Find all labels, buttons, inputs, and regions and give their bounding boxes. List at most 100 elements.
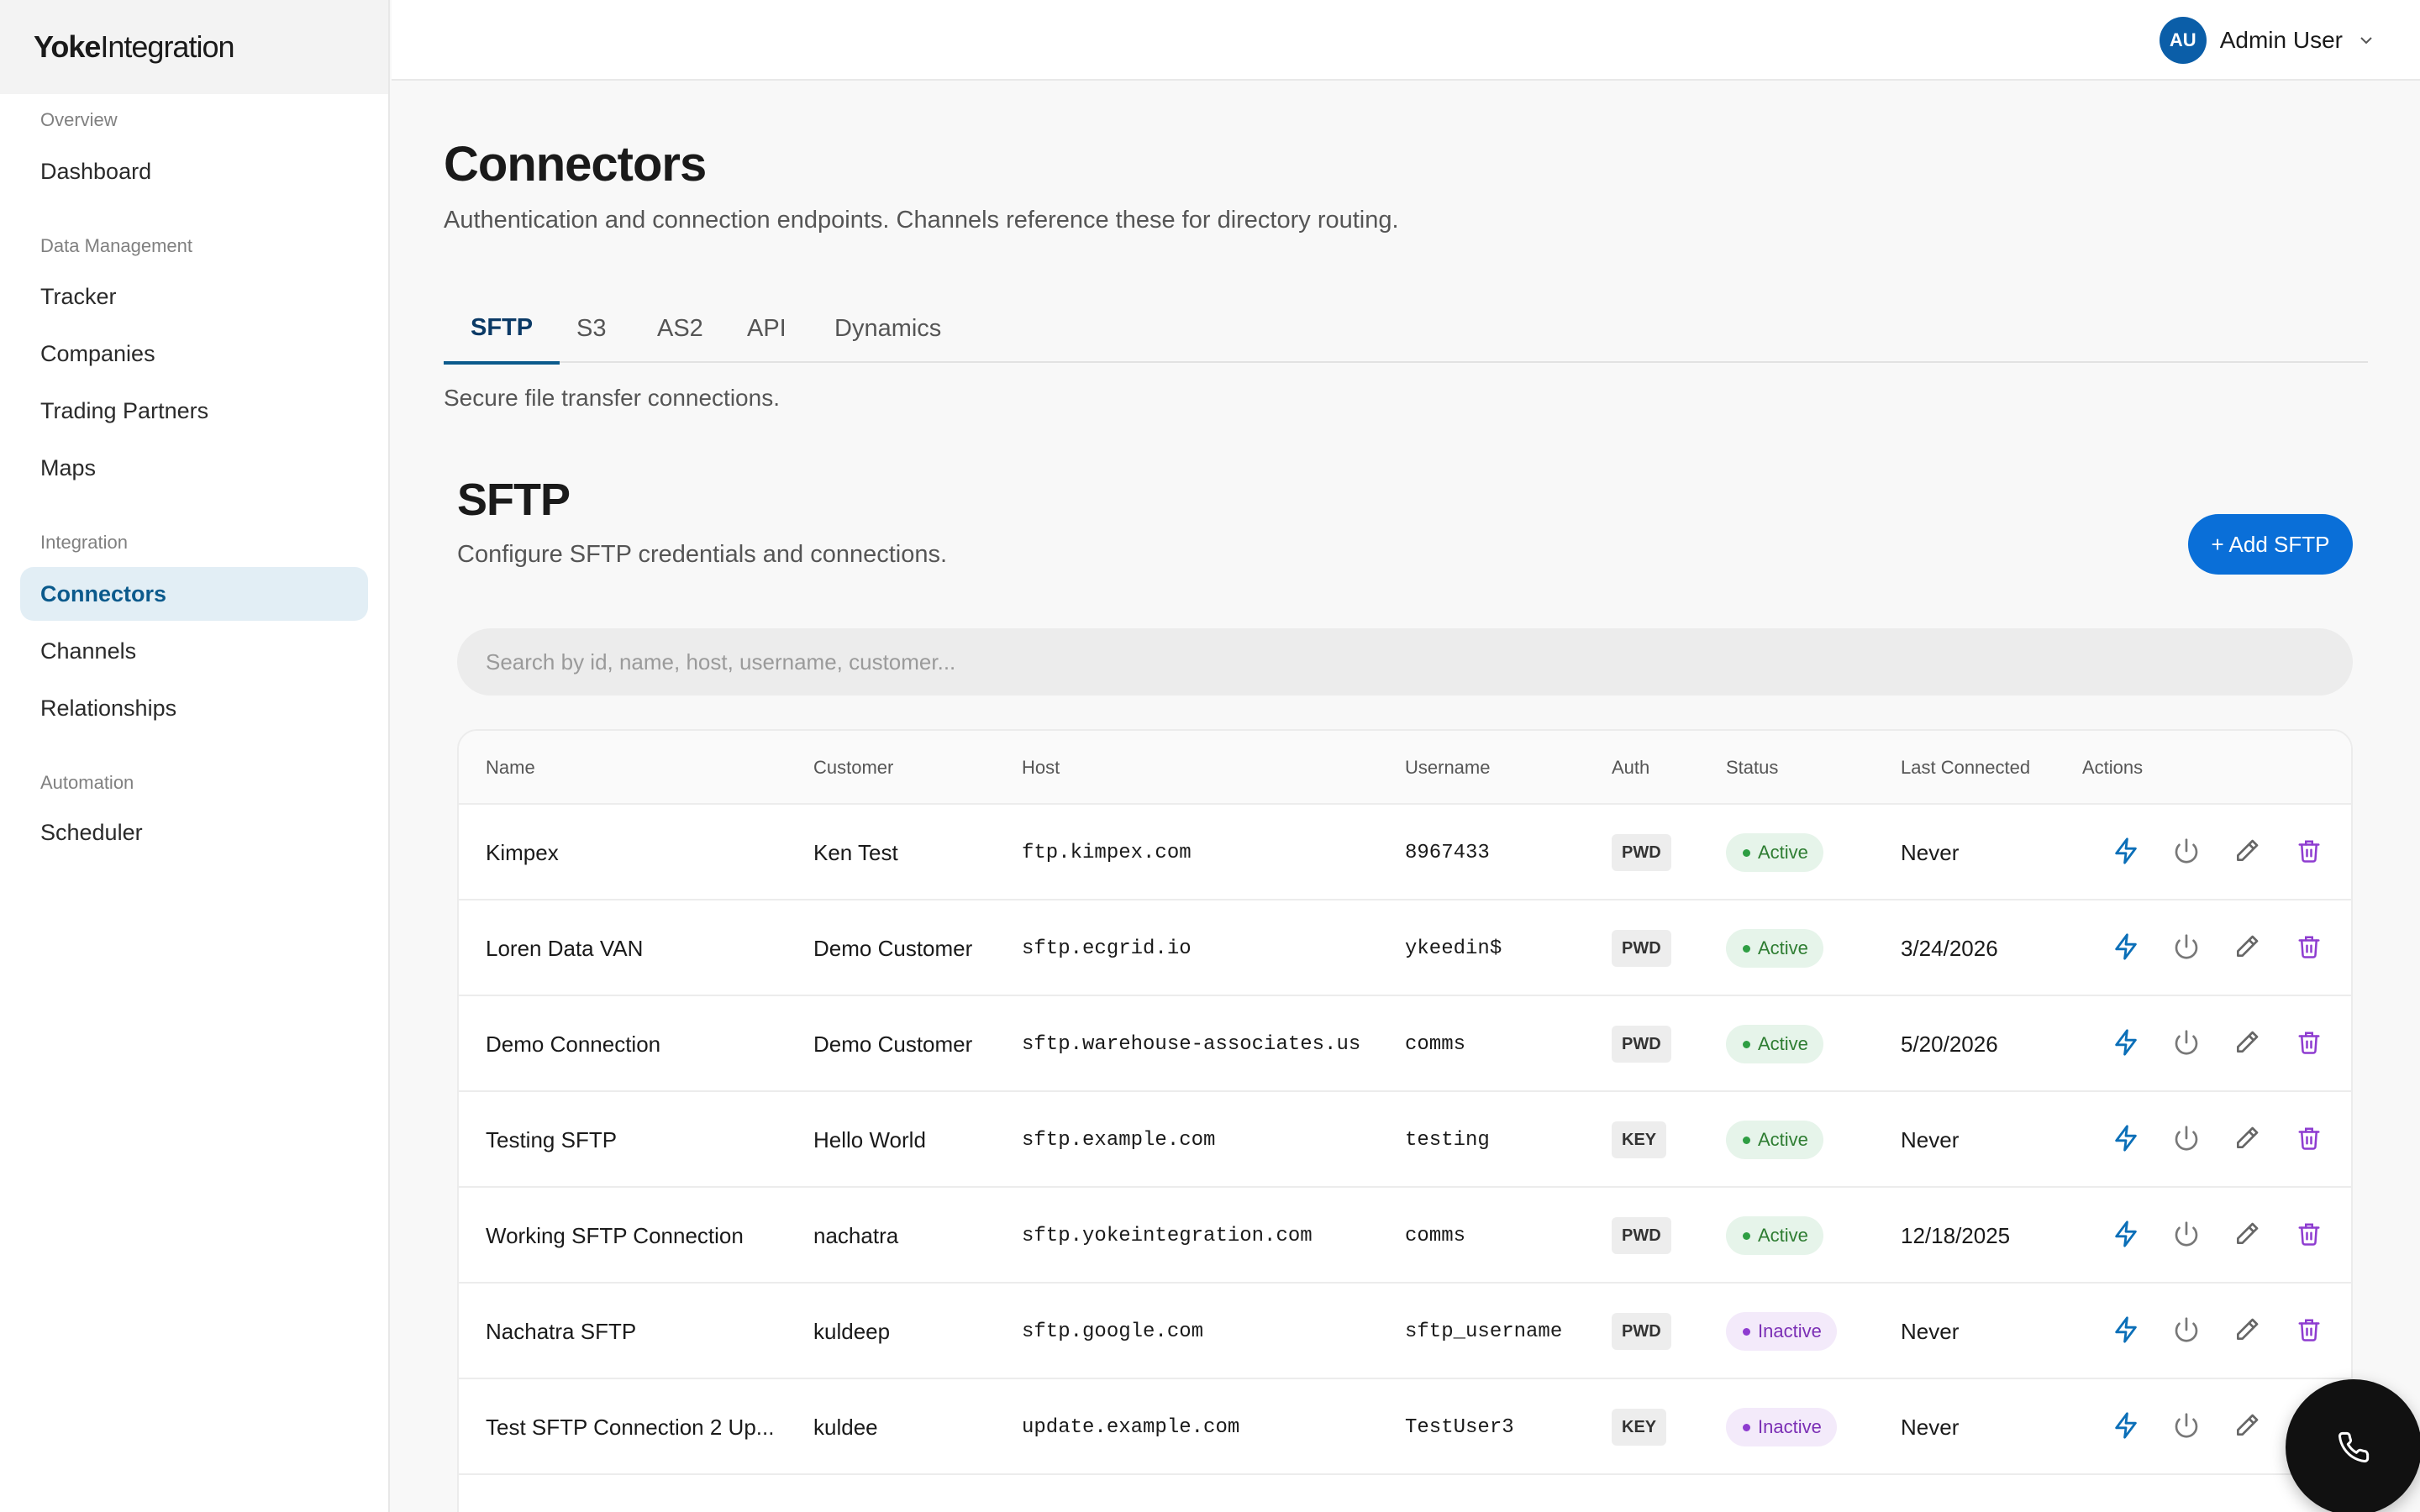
- brand-bold: Yoke: [34, 29, 101, 64]
- toggle-status-button[interactable]: [2168, 1121, 2205, 1158]
- test-connection-button[interactable]: [2107, 1313, 2144, 1350]
- cell-username: comms: [1405, 1032, 1466, 1056]
- table-header: Name Customer Host Username Auth Status …: [459, 731, 2351, 805]
- edit-button[interactable]: [2228, 1026, 2265, 1063]
- cell-customer: Demo Customer: [813, 1031, 973, 1057]
- header-last-connected[interactable]: Last Connected: [1901, 757, 2031, 778]
- toggle-status-button[interactable]: [2168, 1313, 2205, 1350]
- test-connection-button[interactable]: [2107, 1026, 2144, 1063]
- nav-section-data-management: Data Management: [40, 235, 192, 256]
- table-row[interactable]: Testing SFTP Hello World sftp.example.com t…: [459, 1092, 2351, 1188]
- trash-icon: [2296, 1126, 2322, 1155]
- delete-button[interactable]: [2291, 1313, 2328, 1350]
- user-menu[interactable]: AU Admin User: [2159, 17, 2376, 64]
- sidebar-item-tracker[interactable]: Tracker: [40, 283, 117, 309]
- call-fab-button[interactable]: [2286, 1379, 2420, 1512]
- cell-name: Testing SFTP: [486, 1126, 618, 1152]
- tab-sftp[interactable]: SFTP: [444, 294, 560, 365]
- cell-last_connected: Never: [1901, 1126, 1960, 1152]
- cell-host: ftp.kimpex.com: [1022, 841, 1192, 864]
- sidebar-item-scheduler[interactable]: Scheduler: [40, 819, 143, 845]
- sidebar-item-trading-partners[interactable]: Trading Partners: [40, 397, 209, 423]
- header-status[interactable]: Status: [1726, 757, 1779, 778]
- toggle-status-button[interactable]: [2168, 1409, 2205, 1446]
- header-host[interactable]: Host: [1022, 757, 1060, 778]
- tab-api[interactable]: API: [747, 314, 786, 342]
- trash-icon: [2296, 1317, 2322, 1347]
- header-customer[interactable]: Customer: [813, 757, 894, 778]
- sidebar-item-relationships[interactable]: Relationships: [40, 695, 177, 721]
- edit-button[interactable]: [2228, 834, 2265, 871]
- table-row[interactable]: Nachatra SFTP kuldeep sftp.google.com sftp_…: [459, 1284, 2351, 1379]
- delete-button[interactable]: [2291, 930, 2328, 967]
- table-row[interactable]: Test SFTP Connection 2 Up... kuldee update…: [459, 1379, 2351, 1475]
- table-row[interactable]: Demo Connection Demo Customer sftp.warehou…: [459, 996, 2351, 1092]
- sidebar-item-maps[interactable]: Maps: [40, 454, 97, 480]
- delete-button[interactable]: [2291, 834, 2328, 871]
- edit-button[interactable]: [2228, 1121, 2265, 1158]
- cell-auth: PWD: [1612, 805, 1671, 900]
- sidebar-item-channels[interactable]: Channels: [40, 638, 137, 664]
- cell-auth: KEY: [1612, 1379, 1667, 1475]
- bolt-icon: [2112, 932, 2140, 965]
- test-connection-button[interactable]: [2107, 834, 2144, 871]
- edit-button[interactable]: [2228, 1217, 2265, 1254]
- pencil-icon: [2233, 837, 2260, 869]
- test-connection-button[interactable]: [2107, 930, 2144, 967]
- cell-username: testing: [1405, 1128, 1490, 1152]
- table-row[interactable]: Kimpex Ken Test ftp.kimpex.com 8967433 PWD Ac…: [459, 805, 2351, 900]
- trash-icon: [2296, 1030, 2322, 1059]
- cell-status: Active: [1726, 1188, 1823, 1284]
- tab-s3[interactable]: S3: [576, 314, 607, 342]
- edit-button[interactable]: [2228, 1409, 2265, 1446]
- bolt-icon: [2112, 1028, 2140, 1061]
- toggle-status-button[interactable]: [2168, 834, 2205, 871]
- cell-name: Working SFTP Connection: [486, 1222, 744, 1248]
- delete-button[interactable]: [2291, 1217, 2328, 1254]
- table-row[interactable]: Working SFTP Connection nachatra sftp.yoke…: [459, 1188, 2351, 1284]
- delete-button[interactable]: [2291, 1121, 2328, 1158]
- test-connection-button[interactable]: [2107, 1121, 2144, 1158]
- delete-button[interactable]: [2291, 1026, 2328, 1063]
- edit-button[interactable]: [2228, 930, 2265, 967]
- tab-dynamics[interactable]: Dynamics: [834, 314, 942, 342]
- bolt-icon: [2112, 1124, 2140, 1157]
- add-sftp-button[interactable]: + Add SFTP: [2188, 514, 2353, 575]
- table-row[interactable]: Loren Data VAN Demo Customer sftp.ecgrid.i…: [459, 900, 2351, 996]
- auth-badge: KEY: [1612, 1409, 1667, 1446]
- brand-logo[interactable]: Yoke Integration: [0, 0, 388, 94]
- test-connection-button[interactable]: [2107, 1217, 2144, 1254]
- auth-badge: PWD: [1612, 930, 1671, 967]
- toggle-status-button[interactable]: [2168, 1217, 2205, 1254]
- connectors-table: Name Customer Host Username Auth Status …: [457, 729, 2353, 1512]
- tab-as2[interactable]: AS2: [657, 314, 703, 342]
- cell-host: sftp.example.com: [1022, 1128, 1216, 1152]
- cell-name: Demo Connection: [486, 1031, 661, 1057]
- header-auth[interactable]: Auth: [1612, 757, 1650, 778]
- cell-auth: PWD: [1612, 1284, 1671, 1379]
- cell-auth: PWD: [1612, 996, 1671, 1092]
- cell-status: Active: [1726, 1092, 1823, 1188]
- sidebar-item-connectors[interactable]: Connectors: [20, 567, 368, 621]
- search-input[interactable]: [457, 628, 2353, 696]
- auth-badge: KEY: [1612, 1121, 1667, 1158]
- header-username[interactable]: Username: [1405, 757, 1491, 778]
- trash-icon: [2296, 838, 2322, 868]
- cell-name: Kimpex: [486, 839, 559, 865]
- cell-username: comms: [1405, 1224, 1466, 1247]
- status-badge: Inactive: [1726, 1312, 1837, 1351]
- header-actions: Actions: [2082, 757, 2144, 778]
- edit-button[interactable]: [2228, 1313, 2265, 1350]
- auth-badge: PWD: [1612, 1313, 1671, 1350]
- cell-last_connected: 5/20/2026: [1901, 1031, 1998, 1057]
- header-name[interactable]: Name: [486, 757, 535, 778]
- sidebar-item-dashboard[interactable]: Dashboard: [40, 158, 152, 184]
- test-connection-button[interactable]: [2107, 1409, 2144, 1446]
- sidebar-item-companies[interactable]: Companies: [40, 340, 155, 366]
- tab-description: Secure file transfer connections.: [444, 385, 780, 411]
- pencil-icon: [2233, 933, 2260, 964]
- toggle-status-button[interactable]: [2168, 1026, 2205, 1063]
- toggle-status-button[interactable]: [2168, 930, 2205, 967]
- pencil-icon: [2233, 1029, 2260, 1060]
- phone-icon: [2338, 1431, 2370, 1462]
